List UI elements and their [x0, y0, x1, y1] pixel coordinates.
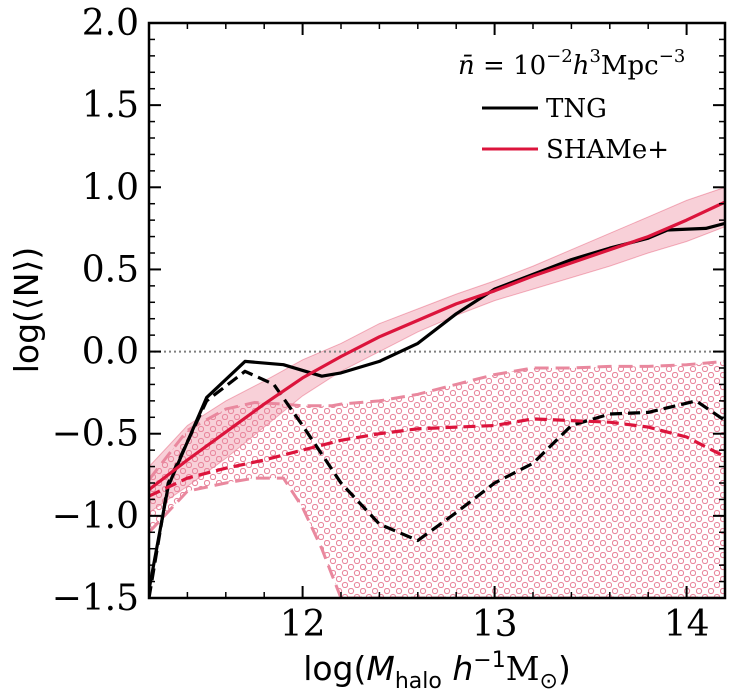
legend-title: n̄ = 10−2h3Mpc−3 [458, 46, 685, 81]
x-tick-label: 14 [664, 604, 710, 645]
y-tick-label: 0.5 [82, 249, 139, 290]
series-lines [149, 200, 725, 598]
legend-label-tng: TNG [546, 94, 607, 124]
legend-label-shame: SHAMe+ [546, 135, 669, 165]
line-tng-satellites [149, 369, 725, 598]
band-shame-satellites-upper [149, 359, 725, 481]
y-axis-label: log(⟨N⟩) [7, 247, 46, 374]
axis-ticks [148, 22, 726, 599]
band-shame-centrals [149, 186, 725, 514]
x-axis-label: log(Mhalo h−1M⊙) [303, 648, 571, 694]
line-shame-satellites [149, 417, 725, 498]
y-tick-label: 1.0 [82, 167, 139, 208]
x-tick-label: 12 [280, 604, 326, 645]
y-tick-label: 0.0 [82, 332, 139, 373]
line-shame-centrals [149, 200, 725, 491]
y-tick-label: −1.0 [52, 496, 139, 537]
y-tick-label: −0.5 [52, 414, 139, 455]
scatter-bands [149, 186, 725, 598]
y-tick-label: 1.5 [82, 85, 139, 126]
plot-frame [147, 21, 727, 600]
y-tick-label: −1.5 [52, 578, 139, 619]
x-tick-label: 13 [472, 604, 518, 645]
axis-tick-labels: 2.0 1.5 1.0 0.5 0.0 −0.5 −1.0 −1.5 12 13 14 [52, 3, 710, 645]
y-tick-label: 2.0 [82, 3, 139, 44]
legend: n̄ = 10−2h3Mpc−3 TNG SHAMe+ [458, 46, 685, 165]
